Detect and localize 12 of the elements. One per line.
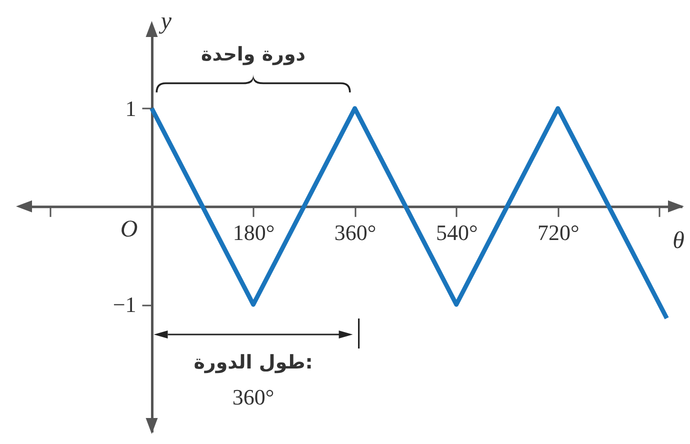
annotation: 360°	[232, 384, 274, 410]
x-tick-label: 360°	[334, 220, 376, 245]
x-tick-label: 180°	[232, 220, 275, 245]
y-axis-title: y	[158, 8, 172, 34]
y-tick-label: −1	[112, 292, 136, 318]
x-axis-title: θ	[672, 228, 685, 254]
annotation: دورة واحدة	[201, 43, 306, 66]
annotation: طول الدورة:	[194, 352, 313, 374]
x-tick-label: 540°	[436, 220, 478, 245]
x-tick-label: 720°	[537, 220, 580, 245]
y-tick-label: 1	[125, 96, 136, 121]
annotation: O	[120, 216, 138, 242]
